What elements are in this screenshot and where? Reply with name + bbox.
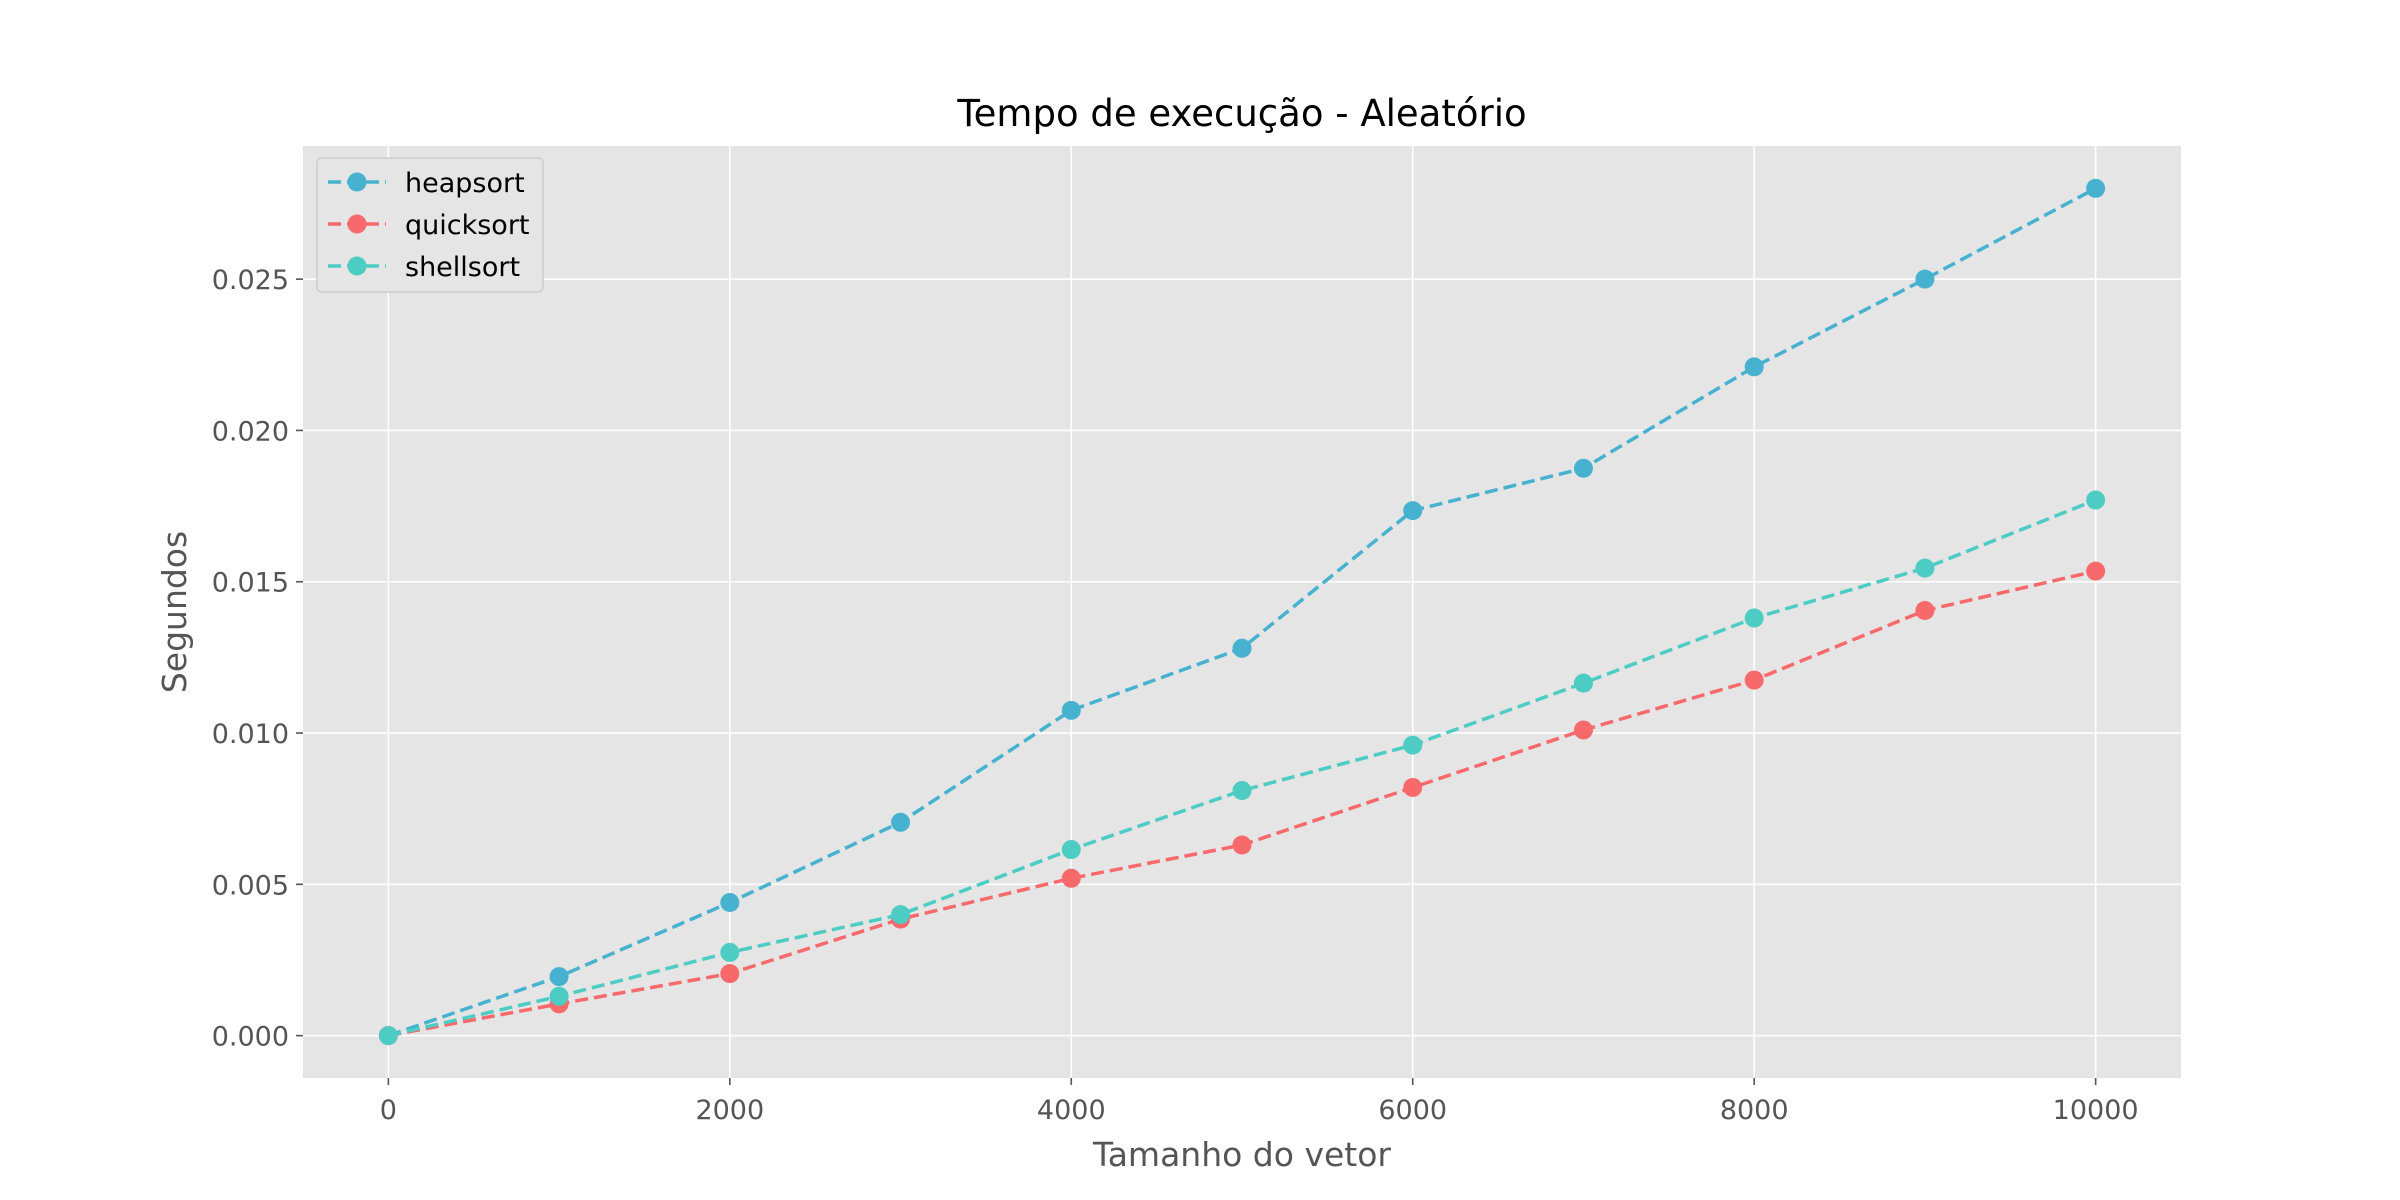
data-point-heapsort [1403, 501, 1423, 521]
data-point-quicksort [720, 964, 740, 984]
y-tick-label: 0.025 [212, 265, 289, 296]
data-point-shellsort [1403, 735, 1423, 755]
data-point-shellsort [378, 1026, 398, 1046]
data-point-shellsort [1061, 840, 1081, 860]
x-tick-label: 6000 [1378, 1095, 1447, 1126]
data-point-heapsort [1573, 458, 1593, 478]
legend-swatch-marker [347, 172, 367, 192]
y-tick-label: 0.020 [212, 416, 289, 447]
data-point-shellsort [720, 942, 740, 962]
data-point-shellsort [2086, 490, 2106, 510]
data-point-quicksort [1744, 670, 1764, 690]
data-point-heapsort [549, 967, 569, 987]
data-point-quicksort [1403, 778, 1423, 798]
data-point-shellsort [1915, 558, 1935, 578]
series-shellsort [378, 490, 2106, 1046]
data-point-heapsort [2086, 178, 2106, 198]
series-layer [378, 178, 2106, 1046]
legend-label: shellsort [405, 252, 520, 283]
data-point-heapsort [720, 892, 740, 912]
x-axis-ticks: 0 2000 4000 6000 8000 10000 [380, 1078, 2139, 1126]
legend-item-shellsort: shellsort [328, 252, 520, 283]
x-axis-label: Tamanho do vetor [1092, 1135, 1391, 1174]
data-point-heapsort [891, 812, 911, 832]
data-point-heapsort [1061, 700, 1081, 720]
y-tick-label: 0.005 [212, 870, 289, 901]
data-point-shellsort [1573, 673, 1593, 693]
plot-area [303, 146, 2181, 1078]
series-line-shellsort [388, 498, 2097, 1038]
chart-title: Tempo de execução - Aleatório [956, 92, 1526, 135]
legend-label: quicksort [405, 210, 530, 241]
legend-label: heapsort [405, 168, 525, 199]
data-point-heapsort [1915, 269, 1935, 289]
data-point-quicksort [1061, 868, 1081, 888]
y-tick-label: 0.010 [212, 719, 289, 750]
y-tick-label: 0.000 [212, 1022, 289, 1053]
legend-item-quicksort: quicksort [328, 210, 530, 241]
x-tick-label: 8000 [1720, 1095, 1789, 1126]
legend: heapsort quicksort shellsort [316, 157, 544, 293]
x-tick-label: 0 [380, 1095, 397, 1126]
legend-box [316, 157, 544, 293]
y-tick-label: 0.015 [212, 568, 289, 599]
x-tick-label: 10000 [2053, 1095, 2139, 1126]
legend-swatch-marker [347, 214, 367, 234]
data-point-quicksort [1915, 600, 1935, 620]
y-axis-ticks: 0.000 0.005 0.010 0.015 0.020 0.025 [212, 265, 303, 1053]
data-point-heapsort [1744, 357, 1764, 377]
data-point-shellsort [891, 905, 911, 925]
data-point-quicksort [1573, 720, 1593, 740]
y-axis-label: Segundos [155, 531, 194, 693]
legend-swatch-marker [347, 256, 367, 276]
x-tick-label: 2000 [695, 1095, 764, 1126]
x-tick-label: 4000 [1037, 1095, 1106, 1126]
data-point-quicksort [2086, 561, 2106, 581]
data-point-quicksort [1232, 835, 1252, 855]
data-point-shellsort [549, 986, 569, 1006]
data-point-shellsort [1744, 608, 1764, 628]
data-point-shellsort [1232, 781, 1252, 801]
legend-item-heapsort: heapsort [328, 168, 525, 199]
data-point-heapsort [1232, 638, 1252, 658]
